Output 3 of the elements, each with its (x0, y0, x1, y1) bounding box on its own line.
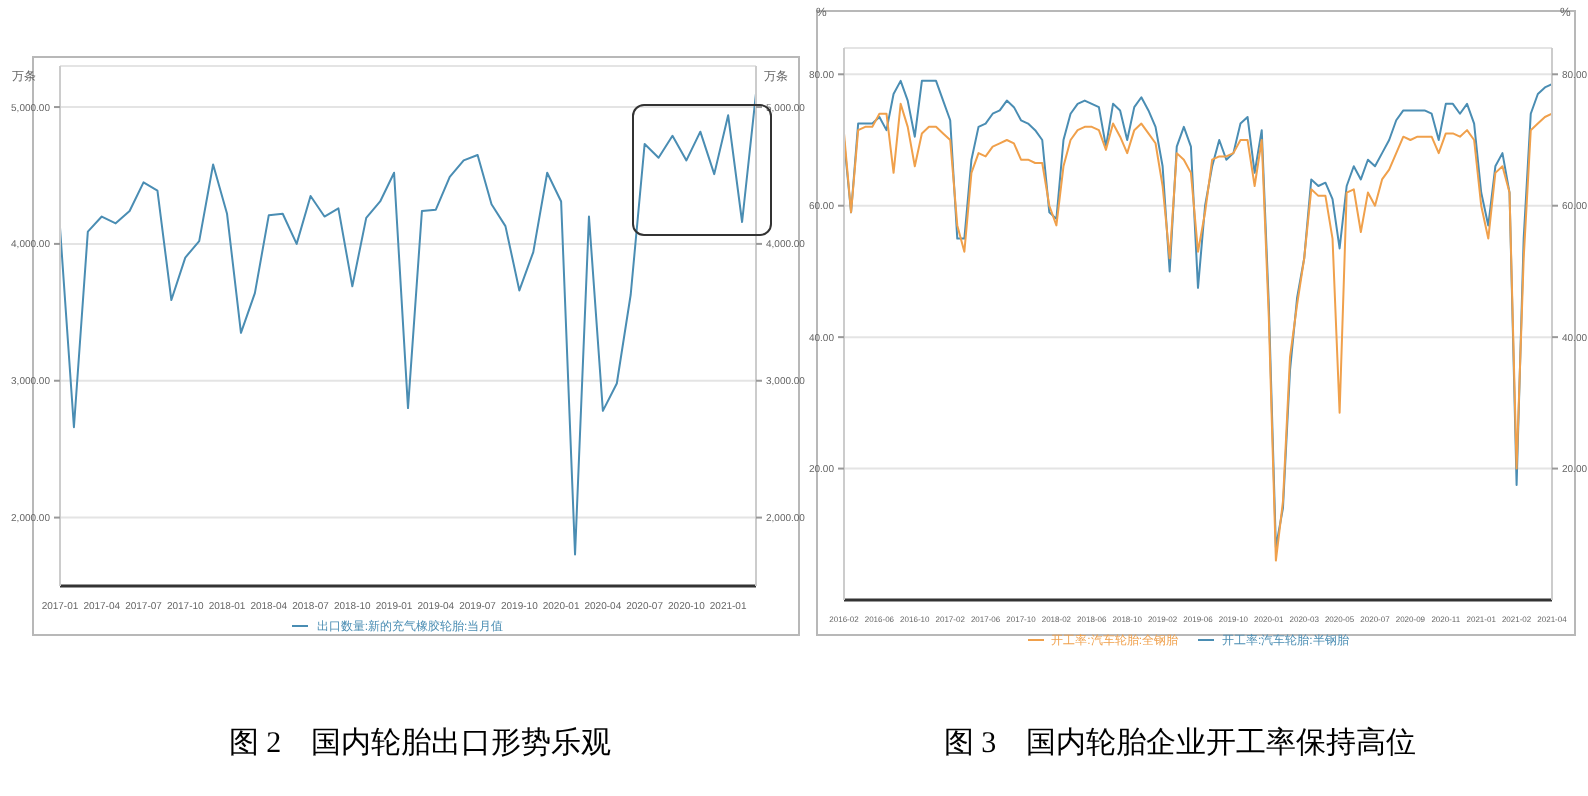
text: 图 2 国内轮胎出口形势乐观 (226, 725, 614, 762)
text: 图 3 国内轮胎企业开工率保持高位 (941, 724, 1419, 762)
line-series (59, 92, 757, 556)
